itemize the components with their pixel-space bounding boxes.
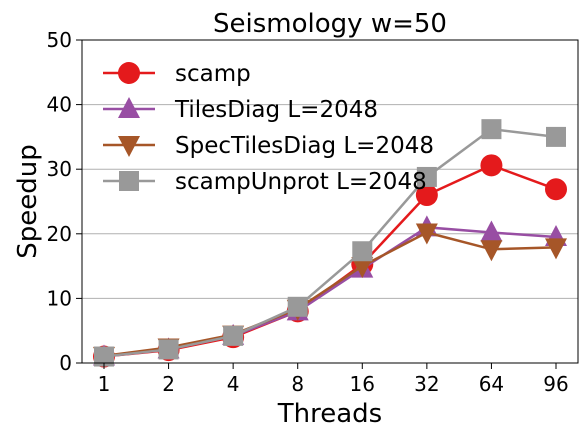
legend-entry: scampUnprot L=2048 — [103, 169, 427, 195]
data-point — [545, 238, 567, 259]
y-tick-label: 50 — [47, 28, 72, 52]
y-tick-label: 20 — [47, 222, 72, 246]
chart-title: Seismology w=50 — [213, 9, 447, 39]
x-tick-label: 32 — [414, 372, 439, 396]
legend-entry: scamp — [103, 61, 251, 87]
x-axis-label: Threads — [277, 399, 382, 429]
axes: 0 10 20 30 40 50 1 2 4 8 16 32 64 96 — [47, 28, 569, 396]
y-tick-label: 40 — [47, 93, 72, 117]
data-point — [352, 241, 372, 261]
legend-label: SpecTilesDiag L=2048 — [175, 133, 434, 159]
y-axis-label: Speedup — [13, 144, 43, 259]
legend-label: scamp — [175, 61, 251, 87]
legend-marker — [118, 136, 140, 157]
y-tick-label: 10 — [47, 286, 72, 310]
x-tick-label: 2 — [162, 372, 175, 396]
x-tick-label: 96 — [543, 372, 568, 396]
legend-label: scampUnprot L=2048 — [175, 169, 427, 195]
x-tick-label: 16 — [350, 372, 375, 396]
data-point — [545, 178, 567, 200]
legend-entry: TilesDiag L=2048 — [103, 97, 378, 123]
data-point — [481, 119, 501, 139]
legend-marker — [119, 171, 139, 191]
legend: scamp TilesDiag L=2048 SpecTilesDiag L=204… — [103, 61, 434, 195]
legend-entry: SpecTilesDiag L=2048 — [103, 133, 434, 159]
legend-marker — [118, 62, 140, 84]
data-point — [480, 240, 502, 261]
x-tick-label: 8 — [291, 372, 304, 396]
data-point — [159, 339, 179, 359]
x-tick-label: 4 — [227, 372, 240, 396]
grid-lines — [82, 40, 578, 363]
data-point — [288, 297, 308, 317]
y-tick-label: 30 — [47, 157, 72, 181]
data-point — [546, 127, 566, 147]
plot-frame — [82, 40, 578, 363]
legend-marker — [118, 97, 140, 118]
data-point — [223, 326, 243, 346]
data-point — [480, 154, 502, 176]
x-tick-label: 64 — [479, 372, 504, 396]
x-tick-label: 1 — [98, 372, 111, 396]
legend-label: TilesDiag L=2048 — [174, 97, 378, 123]
y-tick-label: 0 — [59, 351, 72, 375]
